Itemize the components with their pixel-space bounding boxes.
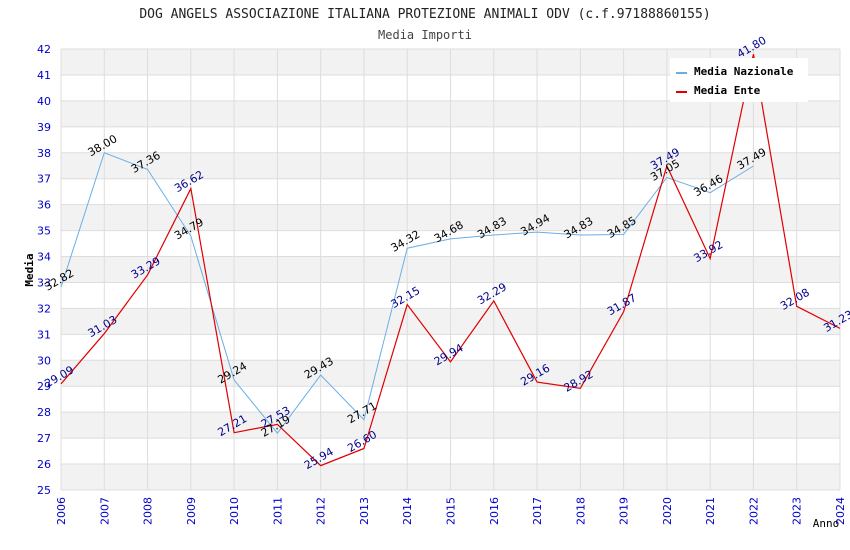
x-axis-label: Anno <box>813 517 840 530</box>
x-tick-label: 2017 <box>531 497 544 525</box>
x-tick-label: 2021 <box>704 497 717 525</box>
y-tick-label: 27 <box>37 432 51 445</box>
x-axis-ticks: 2006 2007 2008 2009 2010 2011 2012 2013 2014 2015… <box>55 497 847 525</box>
x-tick-label: 2016 <box>488 497 501 525</box>
y-tick-label: 35 <box>37 225 51 238</box>
legend-label-nazionale: Media Nazionale <box>694 65 794 78</box>
y-tick-label: 26 <box>37 458 51 471</box>
x-tick-label: 2010 <box>228 497 241 525</box>
x-tick-label: 2014 <box>401 497 414 525</box>
x-tick-label: 2013 <box>358 497 371 525</box>
y-tick-label: 40 <box>37 95 51 108</box>
x-tick-label: 2009 <box>185 497 198 525</box>
y-axis-label: Media <box>23 253 36 286</box>
y-tick-label: 32 <box>37 302 51 315</box>
x-tick-label: 2006 <box>55 497 68 525</box>
x-tick-label: 2011 <box>271 497 284 525</box>
x-tick-label: 2024 <box>834 497 847 525</box>
legend: Media Nazionale Media Ente <box>670 58 808 102</box>
y-tick-label: 34 <box>37 251 51 264</box>
chart-title: DOG ANGELS ASSOCIAZIONE ITALIANA PROTEZI… <box>139 7 710 22</box>
y-tick-label: 39 <box>37 121 51 134</box>
y-tick-label: 28 <box>37 406 51 419</box>
y-tick-label: 25 <box>37 484 51 497</box>
x-tick-label: 2015 <box>445 497 458 525</box>
legend-box <box>670 58 808 102</box>
series-line-ente <box>60 54 841 467</box>
y-tick-label: 33 <box>37 276 51 289</box>
y-tick-label: 36 <box>37 199 51 212</box>
x-tick-label: 2018 <box>574 497 587 525</box>
y-axis-ticks: 25 26 27 28 29 30 31 32 33 34 35 36 37 38 39 40 41 42 <box>37 43 51 497</box>
y-tick-label: 37 <box>37 173 51 186</box>
grid-lines <box>60 48 841 491</box>
x-tick-label: 2022 <box>747 497 760 525</box>
y-tick-label: 42 <box>37 43 51 56</box>
data-label-nazionale: 34.32 <box>389 228 423 255</box>
legend-label-ente: Media Ente <box>694 84 761 97</box>
chart-subtitle: Media Importi <box>378 28 472 42</box>
y-tick-label: 38 <box>37 147 51 160</box>
y-tick-label: 30 <box>37 354 51 367</box>
x-tick-label: 2020 <box>661 497 674 525</box>
x-tick-label: 2008 <box>142 497 155 525</box>
x-tick-label: 2012 <box>315 497 328 525</box>
y-tick-label: 29 <box>37 380 51 393</box>
x-tick-label: 2007 <box>98 497 111 525</box>
data-label-nazionale: 32.82 <box>42 267 76 294</box>
series-line-nazionale <box>60 152 754 435</box>
data-label-ente: 32.15 <box>389 284 423 311</box>
x-tick-label: 2023 <box>791 497 804 525</box>
y-tick-label: 31 <box>37 328 51 341</box>
x-tick-label: 2019 <box>618 497 631 525</box>
series-lines <box>60 54 841 467</box>
y-tick-label: 41 <box>37 69 51 82</box>
